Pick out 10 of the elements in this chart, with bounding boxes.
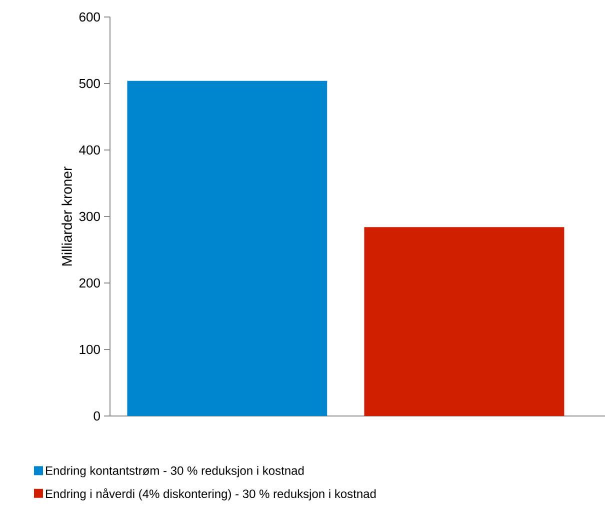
y-tick-label: 0 (94, 411, 100, 421)
y-tick-label: 300 (79, 212, 100, 222)
legend-label: Endring kontantstrøm - 30 % reduksjon i kostnad (46, 466, 304, 478)
y-axis-title: Milliarder kroner (62, 166, 72, 266)
y-tick-label: 600 (79, 12, 100, 22)
y-tick-label: 400 (79, 145, 100, 155)
y-tick-label: 200 (79, 278, 100, 288)
y-tick-label: 100 (80, 344, 100, 354)
legend-label: Endring i nåverdi (4% diskontering) - 30 % reduksjon i kostnad (46, 488, 376, 500)
y-tick-label: 500 (79, 78, 100, 88)
